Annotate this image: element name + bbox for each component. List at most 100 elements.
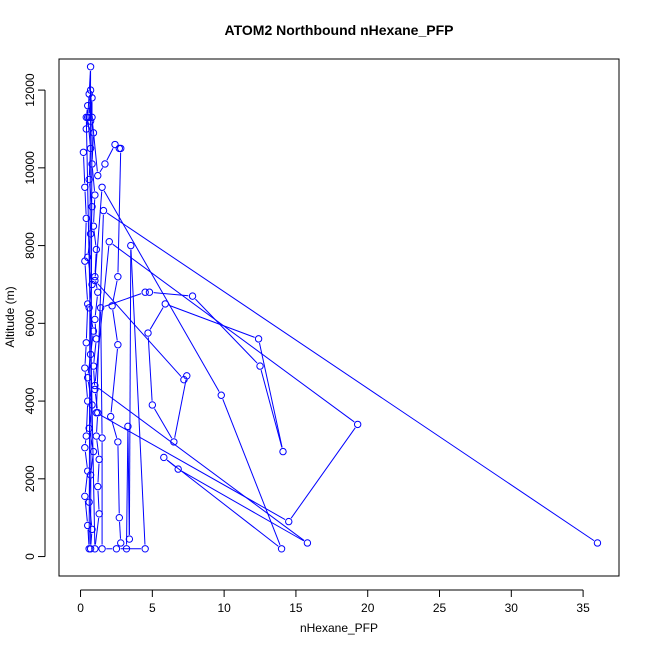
data-point [98,434,106,442]
series-segment [87,121,91,145]
data-point [108,302,116,310]
series-segment [99,414,286,520]
series-segment [117,446,120,514]
series-segment [104,293,142,307]
series-segment [84,451,88,467]
chart-title: ATOM2 Northbound nHexane_PFP [225,22,454,38]
series-segment [90,94,93,114]
data-point [89,447,98,456]
series-segment [106,212,595,542]
series-segment [195,298,258,364]
series-segment [290,427,356,519]
data-point [127,241,135,250]
data-point [81,492,89,501]
data-point [94,482,102,491]
series-segment [111,420,118,438]
y-tick-label: 12000 [23,73,37,107]
data-point [89,362,98,370]
data-point [279,447,287,456]
x-axis-label: nHexane_PFP [300,621,378,635]
series-segment [128,249,132,535]
series-segment [130,249,146,545]
data-point [353,420,362,429]
series-points [79,63,602,553]
data-point [91,276,99,285]
data-point [89,129,98,137]
x-axis: 0 5 10 15 20 25 30 35 [77,589,590,615]
series-segment [153,292,189,297]
data-point [81,444,89,452]
series-segment [222,398,281,546]
data-point [88,113,96,122]
series-segment [95,214,104,409]
data-point [303,539,312,547]
series-segment [110,348,118,413]
y-axis: 0 2000 4000 6000 8000 10000 12000 [23,73,46,560]
data-point [92,409,101,417]
series-segment [117,152,122,273]
data-point [161,300,169,308]
data-point [88,203,96,211]
x-tick-label: 5 [149,601,156,615]
series-segment [258,342,283,448]
series-segment [84,475,88,493]
series-segment [85,308,89,339]
x-tick-label: 20 [361,601,375,615]
series-segment [96,416,99,432]
data-point [99,206,108,215]
series-segment [83,156,86,184]
x-tick-label: 0 [77,601,84,615]
series-segment [112,280,118,302]
data-point [148,401,157,409]
data-point [88,94,96,102]
series-segment [99,167,104,173]
series-segment [88,152,91,176]
data-point [84,374,92,382]
series-segment [126,430,129,545]
series-segment [154,408,173,439]
data-point [91,191,99,199]
series-segment [166,459,279,547]
data-point [217,391,225,399]
series-segment [97,463,100,483]
series-segment [87,358,91,374]
data-point [112,545,121,553]
data-point [82,432,90,440]
data-point [117,144,125,153]
data-point [174,465,182,473]
data-point [254,335,263,343]
data-point [114,341,122,349]
data-point [86,471,95,479]
data-point [86,86,95,94]
series-segment [93,343,97,362]
data-point [94,171,102,180]
y-tick-label: 6000 [23,310,37,337]
series-segment [94,191,103,277]
series-segment [84,346,87,364]
series-segment [91,168,96,191]
series-segment [97,387,305,541]
series-segment [96,440,100,456]
data-point [85,498,93,506]
data-point [86,545,95,553]
series-segment [94,245,110,382]
data-point [92,245,101,254]
y-tick-label: 2000 [23,465,37,492]
series-segment [100,311,103,434]
data-point [91,381,99,390]
data-point [160,453,168,462]
series-segment [84,265,88,300]
data-point [89,222,98,230]
data-point [91,315,99,324]
y-tick-label: 8000 [23,232,37,259]
x-tick-label: 30 [505,601,519,615]
series-segment [94,517,100,545]
data-point [84,101,92,110]
x-tick-label: 15 [289,601,303,615]
data-point [106,412,115,421]
plot-frame [58,58,620,577]
y-axis-label: Altitude (m) [3,286,17,347]
series-segment [84,500,88,522]
data-point [95,510,103,518]
data-point [86,63,95,71]
